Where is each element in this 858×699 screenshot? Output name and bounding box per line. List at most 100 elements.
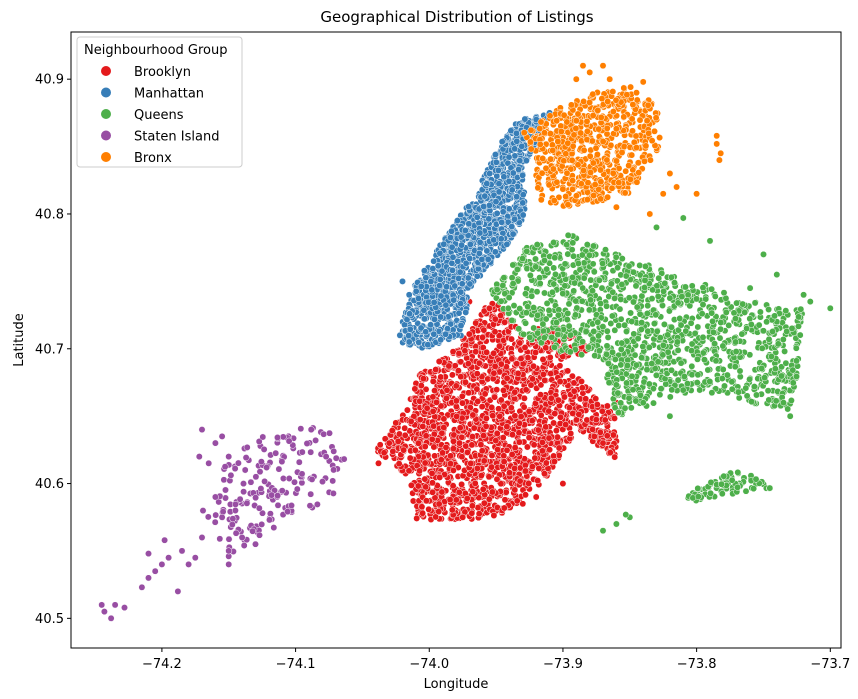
data-point [706, 378, 714, 385]
data-point [604, 333, 612, 341]
data-point [636, 310, 644, 318]
data-point [660, 287, 668, 295]
data-point [760, 327, 767, 335]
data-point [679, 214, 687, 222]
data-point [796, 331, 804, 339]
data-point [564, 309, 572, 317]
data-point [485, 495, 493, 503]
data-point [782, 307, 790, 315]
data-point [603, 432, 611, 440]
data-point [552, 270, 559, 278]
data-point [787, 397, 795, 404]
data-point [602, 246, 609, 254]
data-point [313, 500, 321, 508]
data-point [530, 304, 538, 312]
data-point [406, 325, 414, 333]
data-point [720, 289, 728, 297]
data-point [486, 170, 494, 178]
data-point [288, 502, 295, 509]
data-point [493, 386, 501, 394]
data-point [606, 449, 614, 457]
data-point [532, 263, 540, 271]
data-point [614, 389, 622, 397]
data-point [454, 367, 462, 375]
data-point [485, 473, 493, 481]
data-point [511, 215, 519, 223]
series-brooklyn [374, 298, 620, 523]
data-point [435, 508, 443, 516]
data-point [174, 587, 182, 595]
data-point [605, 359, 612, 367]
data-point [437, 292, 445, 300]
data-point [522, 290, 529, 298]
data-point [542, 459, 550, 467]
data-point [473, 464, 481, 472]
data-point [465, 220, 473, 228]
data-point [781, 347, 789, 355]
data-point [476, 229, 484, 237]
data-point [421, 315, 428, 323]
data-point [578, 378, 585, 385]
data-point [590, 268, 598, 276]
data-point [258, 520, 266, 528]
data-point [483, 247, 491, 255]
data-point [462, 442, 470, 450]
data-point [682, 283, 689, 291]
data-point [806, 298, 814, 306]
data-point [306, 502, 314, 510]
data-point [742, 487, 750, 495]
data-point [668, 323, 675, 331]
data-point [493, 172, 501, 180]
data-point [399, 277, 406, 285]
data-point [436, 282, 444, 290]
data-point [758, 344, 766, 352]
data-point [522, 309, 530, 317]
data-point [505, 153, 513, 161]
data-point [567, 331, 575, 339]
data-point [589, 287, 596, 295]
data-point [545, 407, 553, 415]
data-point [401, 424, 409, 432]
data-point [604, 371, 612, 379]
data-point [550, 264, 558, 272]
data-point [400, 446, 408, 454]
data-point [736, 373, 744, 381]
data-point [450, 296, 458, 304]
data-point [307, 426, 315, 434]
data-point [773, 271, 781, 279]
data-point [543, 299, 551, 307]
data-point [534, 311, 542, 319]
data-point [623, 379, 631, 387]
data-point [569, 239, 577, 247]
data-point [582, 395, 590, 403]
data-point [511, 388, 519, 396]
data-point [274, 501, 282, 509]
data-point [633, 303, 641, 311]
data-point [523, 247, 531, 255]
data-point [718, 480, 725, 488]
data-point [462, 308, 470, 316]
data-point [240, 480, 247, 488]
data-point [652, 311, 660, 319]
data-point [107, 614, 115, 622]
data-point [708, 389, 716, 397]
data-point [479, 485, 487, 493]
data-point [676, 315, 684, 322]
data-point [418, 503, 426, 511]
data-point [564, 367, 572, 375]
data-point [185, 560, 193, 568]
data-point [750, 485, 758, 493]
data-point [494, 446, 502, 454]
data-point [457, 300, 465, 308]
data-point [278, 458, 286, 466]
data-point [657, 385, 665, 393]
data-point [598, 284, 606, 292]
data-point [784, 405, 792, 413]
data-point [100, 608, 108, 616]
data-point [204, 513, 212, 521]
data-point [252, 540, 259, 548]
data-point [561, 393, 568, 401]
data-point [455, 488, 463, 496]
data-point [743, 392, 751, 400]
data-point [272, 449, 280, 457]
